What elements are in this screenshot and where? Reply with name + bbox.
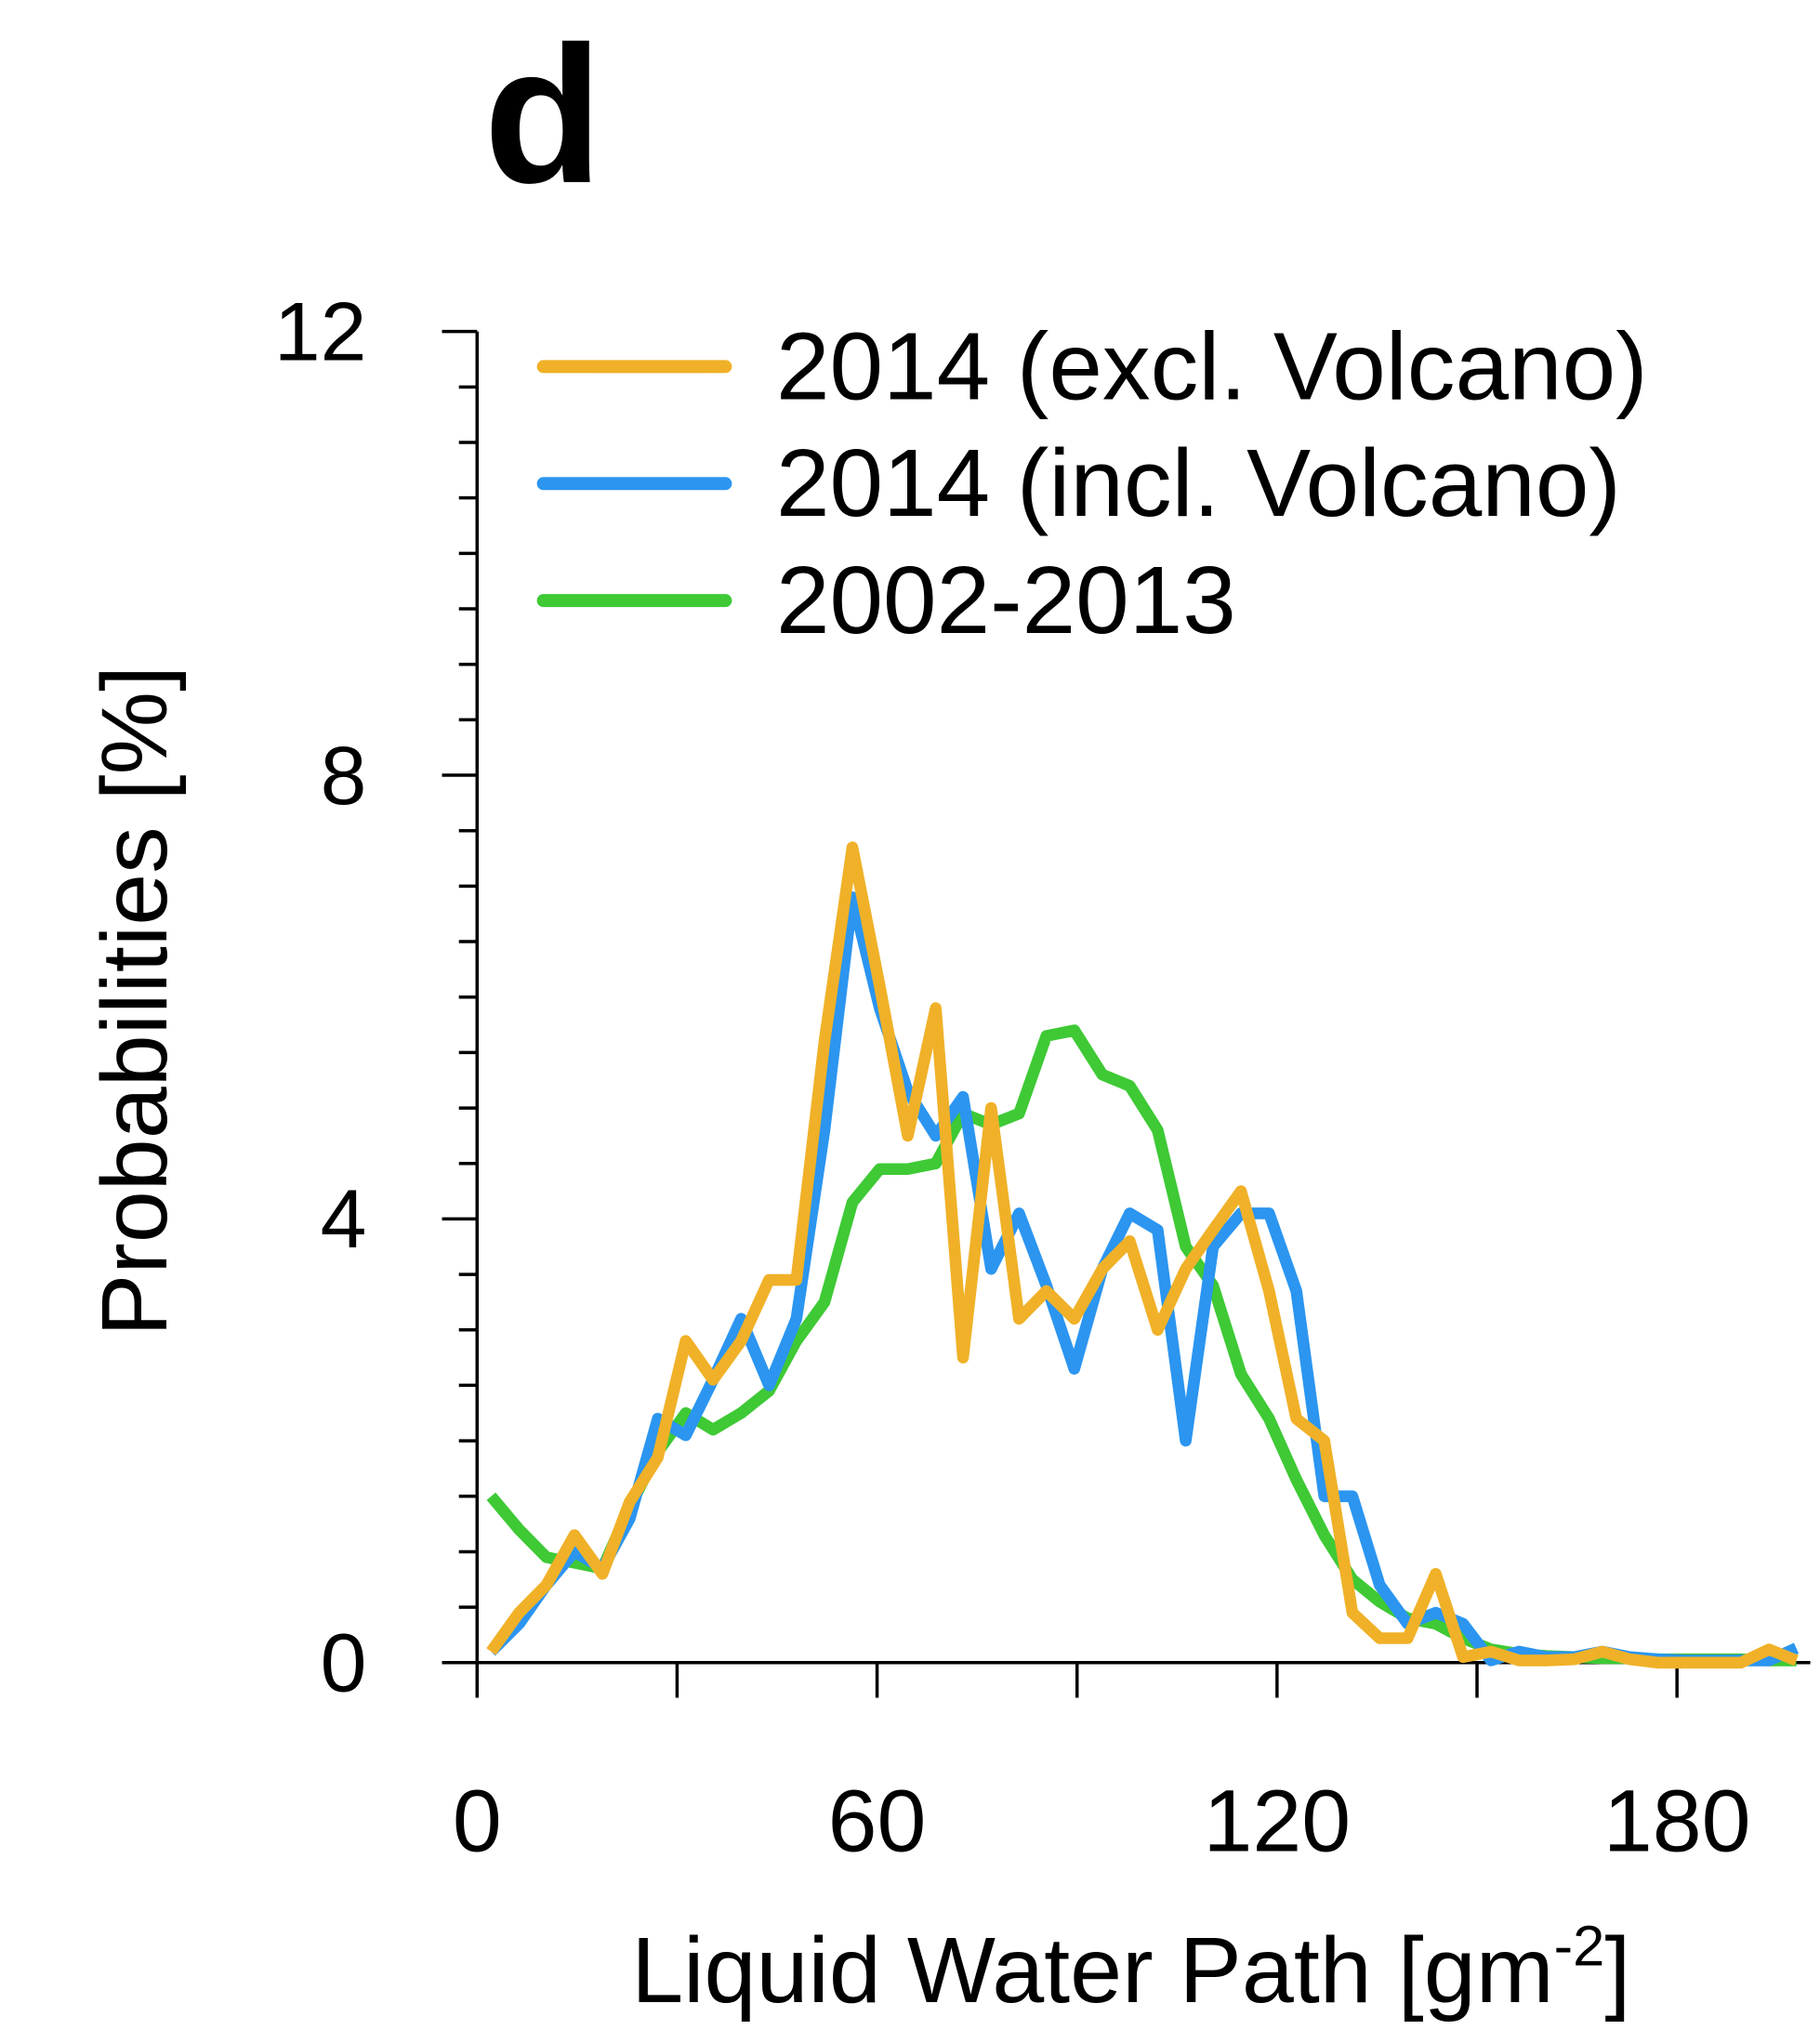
x-tick-label: 120 (1204, 1773, 1352, 1871)
x-axis-label: Liquid Water Path [gm-2] (631, 1915, 1630, 2023)
y-tick-label: 12 (274, 284, 367, 377)
y-tick-label: 8 (321, 729, 367, 822)
x-tick-label: 0 (453, 1773, 502, 1871)
legend-label: 2014 (excl. Volcano) (776, 311, 1648, 419)
x-axis-label-end: ] (1604, 1918, 1630, 2023)
y-tick-label: 0 (321, 1616, 367, 1709)
chart-title: d (483, 7, 602, 224)
legend-label: 2014 (incl. Volcano) (776, 428, 1621, 536)
legend-label: 2002-2013 (776, 546, 1236, 653)
x-tick-label: 60 (828, 1773, 927, 1871)
x-tick-label: 180 (1603, 1773, 1751, 1871)
x-axis-label-sup: -2 (1554, 1915, 1605, 1979)
y-axis-label: Probabilities [%] (83, 666, 187, 1337)
x-axis-label-main: Liquid Water Path [gm (631, 1918, 1553, 2023)
y-tick-label: 4 (321, 1172, 367, 1265)
series-line (486, 841, 1799, 1669)
